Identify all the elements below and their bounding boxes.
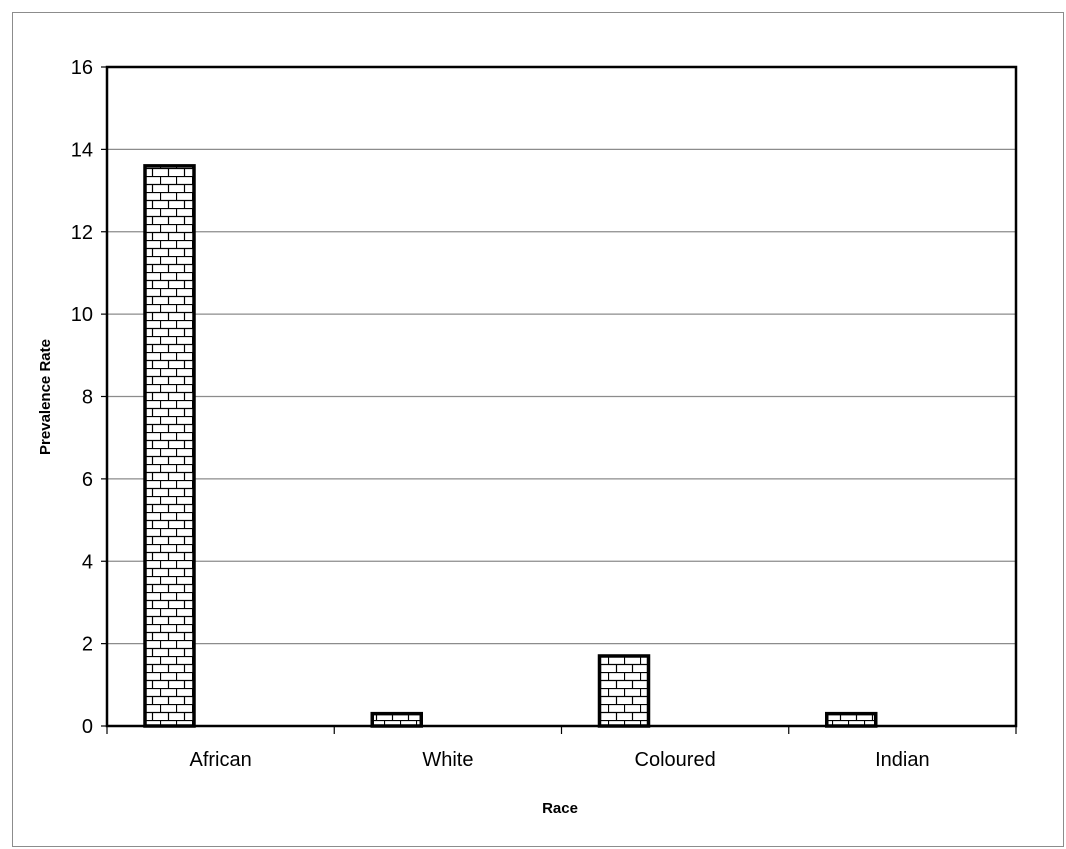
y-tick-label: 10 <box>71 304 93 326</box>
bar-coloured <box>597 654 651 728</box>
x-tick-label: Coloured <box>635 749 716 771</box>
y-tick-label: 12 <box>71 222 93 244</box>
x-axis-title: Race <box>542 800 578 817</box>
bar-white <box>370 711 423 728</box>
y-tick-label: 16 <box>71 57 93 79</box>
x-tick-label: Indian <box>875 749 930 771</box>
tick-labels: 0 2 4 6 8 10 12 14 16 African White Coloured Indian <box>71 57 930 771</box>
gridlines <box>107 148 1016 645</box>
x-tick-label: White <box>422 749 473 771</box>
y-tick-label: 0 <box>82 716 93 738</box>
y-tick-label: 2 <box>82 634 93 656</box>
y-axis-title: Prevalence Rate <box>37 339 54 455</box>
bar-african <box>143 164 196 728</box>
y-tick-label: 4 <box>82 551 93 573</box>
bars <box>143 164 878 728</box>
y-tick-label: 14 <box>71 139 93 161</box>
y-tick-label: 8 <box>82 387 93 409</box>
axes <box>101 65 1018 734</box>
bar-indian <box>825 711 878 728</box>
x-tick-label: African <box>190 749 252 771</box>
y-tick-label: 6 <box>82 469 93 491</box>
